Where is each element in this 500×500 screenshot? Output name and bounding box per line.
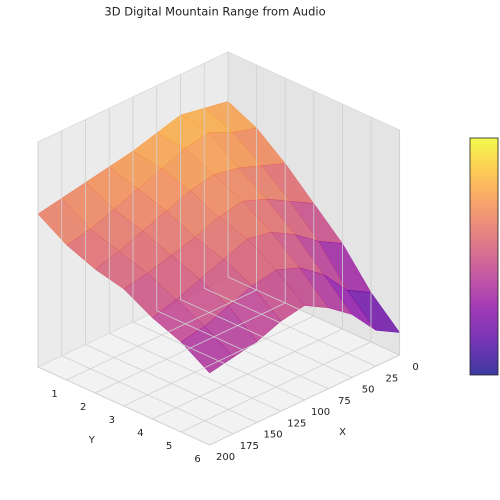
x-tick-label: 50 xyxy=(362,385,375,396)
x-tick-label: 75 xyxy=(338,396,351,407)
chart-title: 3D Digital Mountain Range from Audio xyxy=(104,5,325,19)
y-tick-label: 3 xyxy=(109,415,115,426)
y-grid-line xyxy=(180,117,372,433)
surface xyxy=(37,101,401,374)
y-tick-label: 6 xyxy=(194,454,200,465)
y-grid-line xyxy=(95,78,286,394)
x-tick-label: 100 xyxy=(311,407,330,418)
y-grid-line xyxy=(152,104,343,420)
y-grid-line xyxy=(66,65,258,381)
y-tick-label: 2 xyxy=(80,402,86,413)
x-tick-label: 175 xyxy=(240,441,259,452)
y-axis-label: Y xyxy=(88,435,96,446)
x-axis-label: X xyxy=(339,427,346,438)
colorbar xyxy=(469,137,499,376)
y-grid-line xyxy=(209,130,401,446)
y-grid-line xyxy=(123,91,315,407)
y-tick-label: 1 xyxy=(51,389,57,400)
axes: 0 25 50 75 100 125 150 175 200 1 2 3 4 5 6 X Y xyxy=(37,52,419,465)
y-tick-label: 5 xyxy=(166,441,172,452)
x-tick-label: 150 xyxy=(264,430,283,441)
x-tick-label: 200 xyxy=(216,452,235,463)
x-tick-label: 25 xyxy=(385,373,398,384)
x-tick-label: 0 xyxy=(412,362,418,373)
y-tick-label: 4 xyxy=(137,428,143,439)
x-tick-label: 125 xyxy=(287,418,306,429)
